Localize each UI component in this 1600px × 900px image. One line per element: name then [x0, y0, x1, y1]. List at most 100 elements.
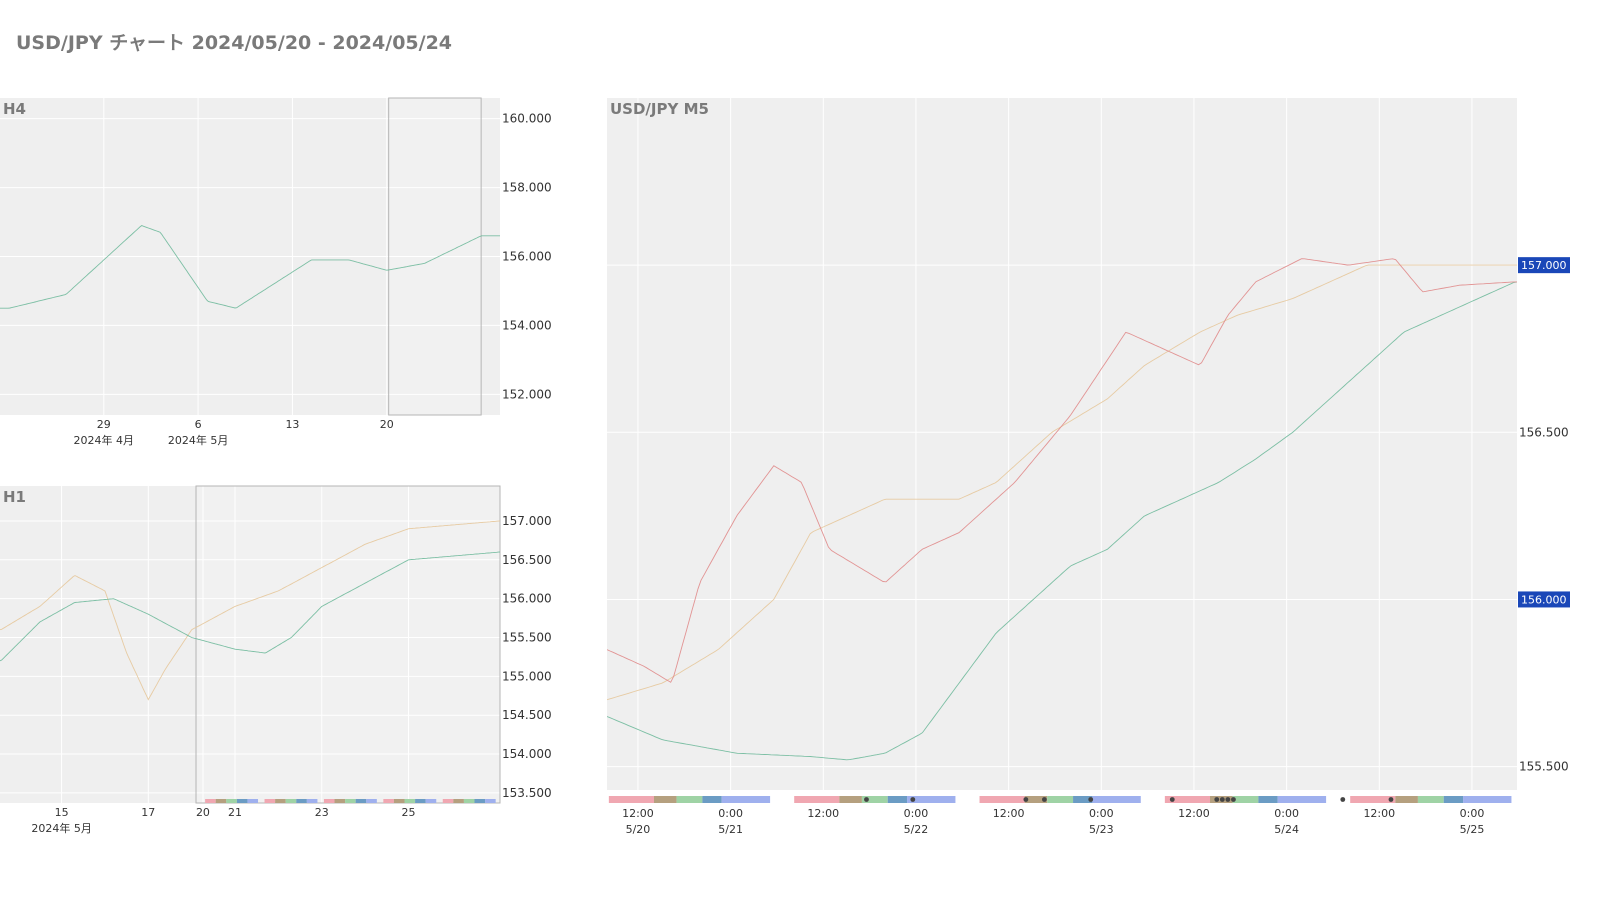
h1-session-segment: [404, 799, 416, 803]
m5-price-badge: 156.000: [1518, 591, 1570, 608]
m5-session-segment: [1463, 796, 1512, 803]
h1-session-segment: [236, 799, 248, 803]
h1-session-segment: [393, 799, 405, 803]
m5-session-segment: [907, 796, 956, 803]
m5-ma-short: [607, 258, 1517, 683]
m5-session-segment: [1443, 796, 1464, 803]
m5-session-segment: [721, 796, 771, 803]
m5-x-tick-label: 12:00: [622, 807, 654, 820]
h1-session-segment: [345, 799, 356, 803]
h1-y-tick-label: 157.000: [502, 514, 552, 528]
m5-session-segment: [861, 796, 888, 803]
h1-session-segment: [453, 799, 464, 803]
h4-y-tick-label: 160.000: [502, 112, 552, 126]
m5-x-tick-label: 0:00: [1089, 807, 1114, 820]
h1-session-segment: [247, 799, 259, 803]
m5-session-segment: [887, 796, 908, 803]
h1-plot-area: [0, 486, 500, 803]
m5-x-tick-label: 0:00: [1274, 807, 1299, 820]
h1-session-segment: [425, 799, 437, 803]
h1-y-tick-label: 155.500: [502, 631, 552, 645]
h1-session-strip: [205, 799, 496, 803]
m5-event-dot: [864, 797, 869, 802]
h1-y-tick-label: 156.000: [502, 592, 552, 606]
h1-y-tick-label: 154.000: [502, 747, 552, 761]
m5-panel-title: USD/JPY M5: [610, 100, 709, 118]
m5-event-dot: [1340, 797, 1346, 802]
m5-y-tick-label: 156.500: [1519, 425, 1569, 439]
m5-ma-long: [607, 281, 1517, 761]
h1-panel-title: H1: [3, 488, 26, 506]
h1-session-segment: [334, 799, 346, 803]
m5-x-tick-label: 0:00: [718, 807, 743, 820]
h4-x-tick-label: 29: [97, 418, 111, 431]
h1-session-segment: [415, 799, 426, 803]
m5-x-tick-sublabel: 5/20: [626, 823, 651, 836]
m5-plot-area: [607, 98, 1517, 790]
h1-session-segment: [215, 799, 227, 803]
h4-y-tick-label: 154.000: [502, 318, 552, 332]
h1-x-tick-label: 25: [401, 806, 415, 819]
m5-session-segment: [1417, 796, 1444, 803]
h1-session-segment: [296, 799, 307, 803]
h4-y-tick-label: 152.000: [502, 387, 552, 401]
m5-session-segment: [1092, 796, 1141, 803]
h1-highlight-range: [195, 485, 501, 804]
m5-session-segment: [839, 796, 862, 803]
h1-x-tick-label: 23: [315, 806, 329, 819]
h4-x-tick-label: 20: [380, 418, 394, 431]
m5-x-tick-sublabel: 5/25: [1460, 823, 1485, 836]
m5-session-segment: [702, 796, 722, 803]
h1-session-segment: [323, 799, 335, 803]
h4-highlight-range: [388, 97, 482, 416]
h4-ma-long: [0, 224, 500, 309]
h1-session-segment: [285, 799, 297, 803]
m5-x-tick-sublabel: 5/23: [1089, 823, 1114, 836]
m5-x-tick-label: 12:00: [807, 807, 839, 820]
m5-session-segment: [676, 796, 703, 803]
m5-x-tick-label: 12:00: [1178, 807, 1210, 820]
m5-session-segment: [608, 796, 655, 803]
m5-session-segment: [979, 796, 1025, 803]
m5-x-tick-label: 12:00: [993, 807, 1025, 820]
m5-plot-content: [607, 258, 1517, 761]
m5-session-segment: [1073, 796, 1093, 803]
h1-session-segment: [226, 799, 237, 803]
h1-session-segment: [485, 799, 496, 803]
m5-x-tick-sublabel: 5/21: [718, 823, 743, 836]
m5-session-segment: [1277, 796, 1327, 803]
m5-event-dot: [1388, 797, 1394, 802]
h1-session-segment: [474, 799, 486, 803]
m5-event-dot: [1041, 797, 1047, 802]
h4-chart-panel[interactable]: 152.000154.000156.000158.000160.00029202…: [0, 97, 552, 447]
h4-x-tick-label: 6: [195, 418, 202, 431]
h1-session-segment: [442, 799, 454, 803]
h1-session-segment: [355, 799, 367, 803]
h1-ma-long: [0, 551, 500, 662]
h1-x-tick-label: 17: [141, 806, 155, 819]
h1-session-segment: [275, 799, 286, 803]
h4-plot-content: [0, 224, 500, 309]
h1-session-segment: [366, 799, 377, 803]
h1-session-segment: [383, 799, 394, 803]
m5-chart-panel[interactable]: 155.500156.000156.500157.000157.000156.0…: [607, 98, 1570, 836]
h1-session-segment: [264, 799, 276, 803]
m5-session-segment: [1164, 796, 1211, 803]
h1-plot-content: [0, 520, 500, 701]
m5-session-strip: [608, 796, 1512, 803]
h1-y-tick-label: 154.500: [502, 708, 552, 722]
m5-event-dot: [1231, 797, 1236, 802]
h1-chart-panel[interactable]: 153.500 154.000 154.500 155.000 155.500 156.0…: [0, 485, 552, 835]
h1-ma-mid: [0, 520, 500, 701]
m5-session-segment: [1258, 796, 1278, 803]
m5-event-dot: [910, 797, 916, 802]
h4-x-tick-label: 13: [285, 418, 299, 431]
m5-session-segment: [794, 796, 840, 803]
h1-session-segment: [306, 799, 318, 803]
m5-x-tick-label: 0:00: [1460, 807, 1485, 820]
h4-panel-title: H4: [3, 100, 26, 118]
m5-event-dot: [1214, 797, 1220, 802]
m5-session-segment: [1047, 796, 1074, 803]
m5-y-tick-label: 155.500: [1519, 760, 1569, 774]
h4-x-tick-sublabel: 2024年 5月: [168, 433, 229, 447]
